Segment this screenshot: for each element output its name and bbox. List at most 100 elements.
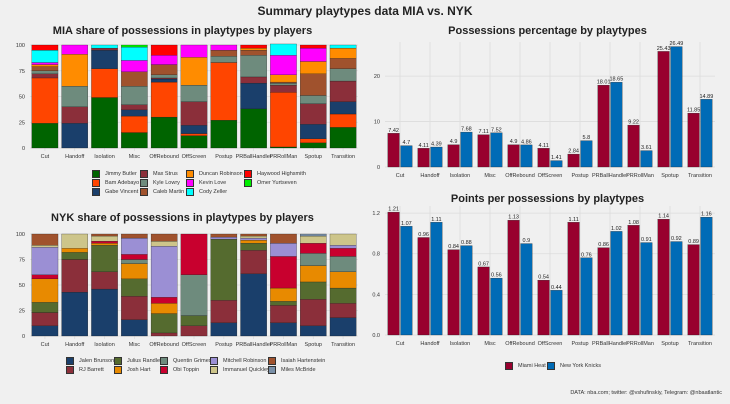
ppp-xtick-label: OffRebound: [505, 341, 535, 347]
main-title: Summary playtypes data MIA vs. NYK: [257, 4, 473, 18]
ppp-data-label: 1.08: [628, 220, 639, 226]
nyk-segment-jalen-brunson: [61, 292, 88, 337]
nyk-segment-josh-hart: [240, 239, 267, 244]
ppp-bar-new-york-knicks: [490, 277, 503, 336]
mia-segment-bam-adebayo: [180, 133, 208, 136]
nyk-segment-josh-hart: [270, 287, 297, 302]
legend-label: Mitchell Robinson: [223, 358, 267, 364]
nyk-segment-jalen-brunson: [210, 322, 238, 337]
ppp-data-label: 0.67: [478, 261, 489, 267]
mia-segment-kevin-love: [150, 55, 178, 65]
nyk-segment-miles-mcbride: [300, 233, 327, 237]
poss-xtick-label: PRRollMan: [626, 173, 654, 179]
mia-segment-bam-adebayo: [210, 62, 238, 121]
legend-swatch: [140, 188, 148, 196]
poss-ytick-label: 20: [374, 74, 380, 80]
nyk-segment-josh-hart: [31, 278, 59, 303]
nyk-segment-rj-barrett: [300, 299, 327, 326]
mia-segment-kyle-lowry: [240, 55, 267, 78]
ppp-bar-new-york-knicks: [430, 222, 443, 336]
legend-label: Haywood Highsmith: [257, 171, 306, 177]
ppp-data-label: 1.02: [611, 226, 622, 232]
mia-segment-kyle-lowry: [61, 86, 88, 107]
mia-segment-kyle-lowry: [31, 70, 59, 74]
poss-data-label: 14.89: [699, 94, 713, 100]
poss-data-label: 25.43: [657, 46, 671, 52]
mia-segment-bam-adebayo: [150, 81, 178, 118]
mia-ytick-label: 100: [16, 43, 25, 49]
poss-ytick-label: 10: [374, 120, 380, 126]
mia-segment-bam-adebayo: [31, 77, 59, 124]
legend-label: Kevin Love: [199, 180, 227, 186]
legend-label: Miles McBride: [281, 367, 316, 373]
mia-segment-bam-adebayo: [121, 115, 148, 133]
mia-segment-haywood-highsmith: [240, 44, 267, 49]
nyk-segment-obi-toppin: [180, 233, 208, 275]
mia-segment-jimmy-butler: [31, 123, 59, 149]
nyk-segment-obi-toppin: [329, 248, 357, 257]
nyk-ytick-label: 50: [19, 283, 25, 289]
mia-segment-kevin-love: [121, 60, 148, 72]
legend-label: Jalen Brunson: [79, 358, 115, 364]
mia-segment-duncan-robinson: [61, 54, 88, 87]
ppp-xtick-label: Handoff: [420, 341, 440, 347]
nyk-segment-immanuel-quickley: [61, 233, 88, 249]
legend-swatch: [268, 357, 276, 365]
nyk-segment-mitchell-robinson: [270, 243, 297, 257]
mia-segment-jimmy-butler: [270, 146, 297, 149]
nyk-segment-julius-randle: [91, 245, 118, 272]
mia-segment-jimmy-butler: [91, 97, 118, 149]
mia-segment-bam-adebayo: [300, 138, 327, 143]
poss-data-label: 4.7: [403, 140, 411, 146]
mia-segment-cody-zeller: [329, 44, 357, 49]
poss-xtick-label: Spotup: [661, 173, 678, 179]
ppp-data-label: 0.92: [671, 236, 682, 242]
poss-bar-new-york-knicks: [460, 131, 473, 168]
mia-segment-max-strus: [300, 103, 327, 125]
ppp-data-label: 1.13: [508, 215, 519, 221]
nyk-xtick-label: Cut: [41, 342, 50, 348]
mia-xtick-label: PRBallHandler: [236, 154, 272, 160]
poss-bar-new-york-knicks: [700, 99, 713, 168]
ppp-data-label: 0.76: [581, 252, 592, 258]
data-source-caption: DATA: nba.com; twitter: @vshufinskiy, Te…: [570, 390, 722, 396]
ppp-bar-new-york-knicks: [520, 243, 533, 336]
mia-segment-jimmy-butler: [240, 108, 267, 149]
legend-item-quentin-grimes: Quentin Grimes: [160, 357, 212, 365]
ppp-data-label: 1.07: [401, 221, 412, 227]
mia-segment-kyle-lowry: [329, 68, 357, 82]
mia-segment-caleb-martin: [240, 50, 267, 56]
mia-segment-omer-yurtseven: [121, 44, 148, 48]
mia-ytick-label: 50: [19, 95, 25, 101]
nyk-xtick-label: PRRollMan: [270, 342, 298, 348]
legend-item-omer-yurtseven: Omer Yurtseven: [244, 179, 297, 187]
mia-xtick-label: Transition: [331, 154, 355, 160]
mia-segment-max-strus: [180, 101, 208, 126]
poss-xtick-label: Postup: [571, 173, 588, 179]
mia-segment-gabe-vincent: [61, 123, 88, 149]
legend-swatch: [210, 366, 218, 374]
mia-segment-gabe-vincent: [300, 124, 327, 139]
poss-data-label: 18.65: [609, 77, 623, 83]
poss-data-label: 7.11: [478, 129, 488, 135]
legend-swatch: [66, 366, 74, 374]
legend-swatch: [547, 362, 555, 370]
nyk-segment-mitchell-robinson: [240, 237, 267, 241]
nyk-segment-rj-barrett: [150, 332, 178, 337]
mia-segment-gabe-vincent: [240, 82, 267, 109]
legend-label: Jimmy Butler: [105, 171, 137, 177]
mia-segment-gabe-vincent: [329, 101, 357, 115]
poss-xtick-label: Handoff: [420, 173, 440, 179]
poss-xtick-label: Misc: [484, 173, 496, 179]
poss-bar-miami-heat: [387, 133, 400, 168]
poss-data-label: 7.68: [461, 127, 472, 133]
mia-segment-max-strus: [121, 104, 148, 111]
mia-segment-duncan-robinson: [270, 74, 297, 83]
legend-label: Quentin Grimes: [173, 358, 212, 364]
ppp-data-label: 0.89: [688, 239, 699, 245]
nyk-segment-immanuel-quickley: [91, 235, 118, 242]
legend-swatch: [140, 170, 148, 178]
poss-data-label: 18.01: [597, 80, 611, 86]
poss-xtick-label: PRBallHandler: [592, 173, 628, 179]
mia-segment-max-strus: [91, 47, 118, 51]
